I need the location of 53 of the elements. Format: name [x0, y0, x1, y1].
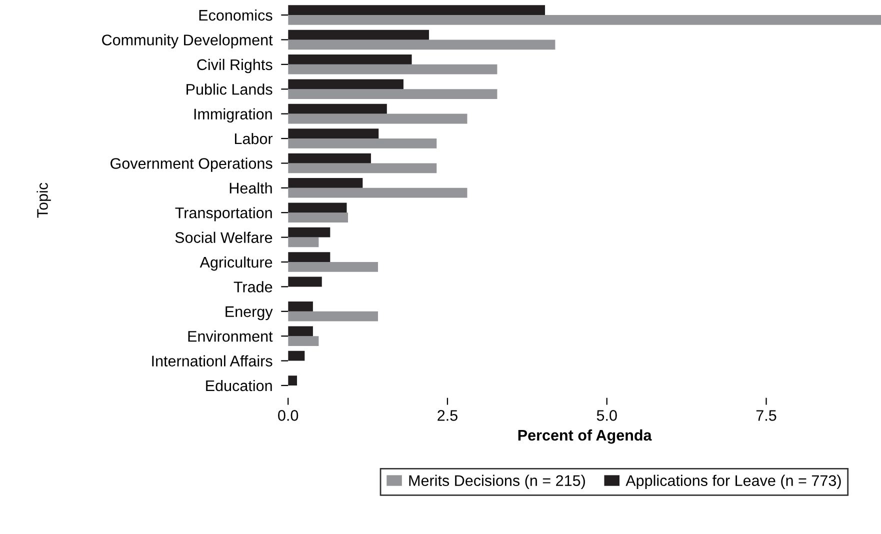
y-tick-label: Transportation — [175, 207, 272, 222]
legend-label: Merits Decisions (n = 215) — [409, 474, 585, 490]
y-tick-label: Labor — [234, 132, 273, 144]
legend-label: Applications for Leave (n = 773) — [626, 474, 841, 490]
x-tick-label: 2.5 — [438, 410, 458, 421]
bar — [288, 376, 298, 386]
y-tick-label: Health — [230, 182, 272, 194]
bar — [288, 30, 429, 40]
bar — [288, 188, 468, 198]
y-tick-label: Immigration — [194, 108, 272, 123]
y-tick-label: Community Development — [102, 34, 273, 48]
y-tick-label: Education — [206, 380, 272, 392]
bar — [288, 227, 330, 238]
y-axis-title: Topic — [36, 182, 51, 218]
bar — [288, 64, 498, 74]
y-tick-label: Social Welfare — [175, 232, 272, 243]
y-tick-label: Public Lands — [186, 84, 272, 95]
bar — [288, 153, 371, 164]
bar — [288, 89, 498, 99]
bar — [288, 79, 404, 90]
bar — [288, 128, 379, 139]
bar — [288, 54, 412, 64]
bar — [288, 202, 347, 213]
bar — [288, 15, 881, 25]
y-tick-label: Energy — [226, 306, 273, 320]
x-tick-label: 0.0 — [278, 410, 298, 421]
bar — [288, 114, 468, 124]
bar — [288, 252, 330, 262]
bar — [288, 326, 313, 336]
y-tick-label: Internationl Affairs — [152, 355, 272, 366]
bar — [288, 262, 378, 272]
bar — [288, 336, 319, 346]
x-tick-label: 7.5 — [756, 410, 776, 421]
x-tick-label: 5.0 — [596, 410, 617, 421]
y-tick-label: Agriculture — [200, 256, 272, 271]
bar — [288, 276, 322, 287]
y-tick-label: Trade — [234, 281, 272, 292]
bar — [288, 40, 556, 50]
bar — [288, 302, 313, 312]
y-tick-label: Civil Rights — [197, 58, 272, 74]
bar — [288, 104, 387, 114]
bar — [288, 350, 305, 361]
bar — [288, 212, 348, 222]
bar — [288, 163, 437, 174]
bar — [288, 5, 546, 16]
y-tick-label: Government Operations — [110, 158, 272, 172]
bar — [288, 178, 363, 188]
bar — [288, 237, 319, 248]
y-tick-label: Economics — [199, 9, 272, 21]
bar — [288, 311, 378, 322]
x-axis-title: Percent of Agenda — [518, 429, 652, 444]
bar — [288, 138, 437, 148]
y-tick-label: Environment — [188, 330, 273, 342]
